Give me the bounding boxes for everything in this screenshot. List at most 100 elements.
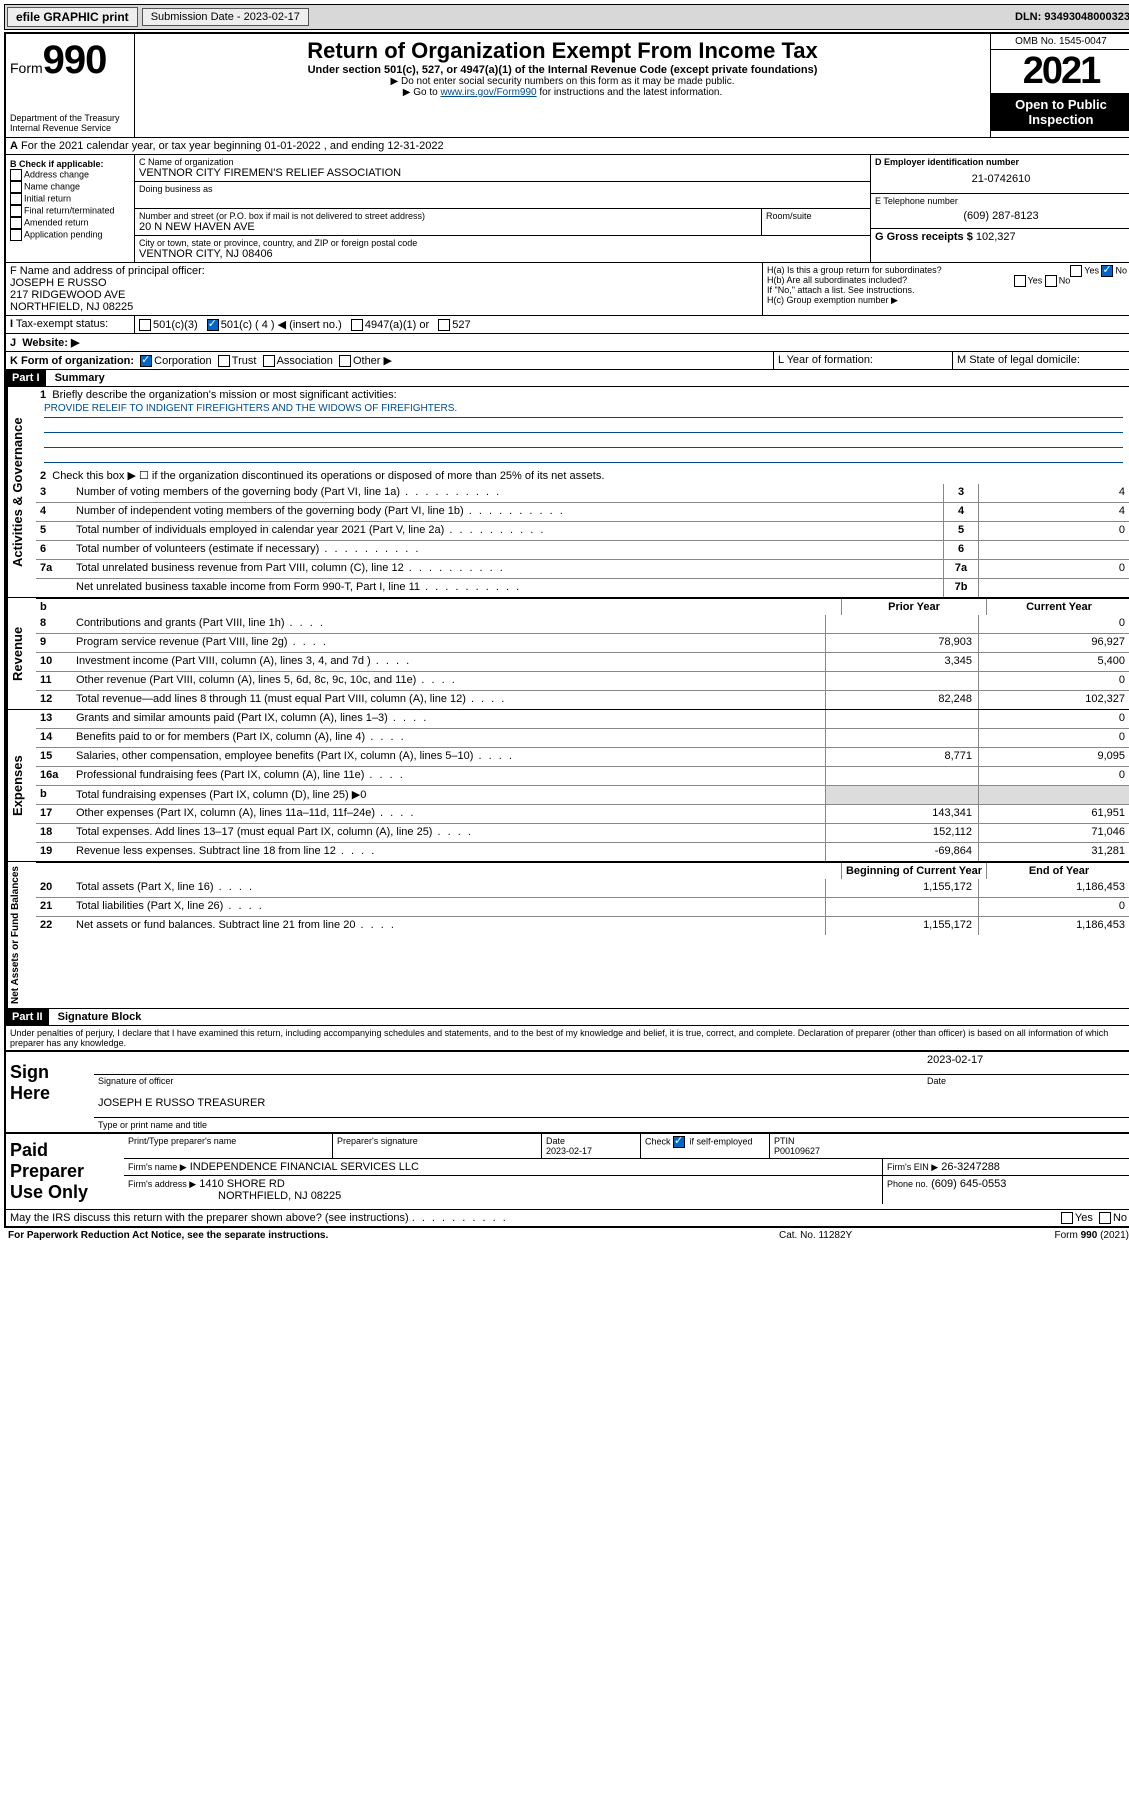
tax-year: 2021 xyxy=(991,50,1129,93)
sig-declaration: Under penalties of perjury, I declare th… xyxy=(6,1025,1129,1050)
gross-receipts-label: G Gross receipts $ xyxy=(875,231,973,243)
footer-form: Form 990 (2021) xyxy=(979,1230,1129,1241)
ein-label: D Employer identification number xyxy=(875,157,1127,167)
section-netassets: Net Assets or Fund Balances xyxy=(6,862,36,1008)
form-number: 990 xyxy=(43,38,107,82)
prep-h1: Print/Type preparer's name xyxy=(124,1134,333,1158)
sig-name: JOSEPH E RUSSO TREASURER xyxy=(98,1097,265,1115)
tax-status-label: Tax-exempt status: xyxy=(16,318,108,330)
summary-line: 20 Total assets (Part X, line 16) 1,155,… xyxy=(36,879,1129,897)
summary-line: 15 Salaries, other compensation, employe… xyxy=(36,747,1129,766)
sig-date: 2023-02-17 xyxy=(927,1054,1127,1072)
summary-line: 18 Total expenses. Add lines 13–17 (must… xyxy=(36,823,1129,842)
summary-line: b Total fundraising expenses (Part IX, c… xyxy=(36,785,1129,804)
street-addr: 20 N NEW HAVEN AVE xyxy=(139,221,757,233)
current-year-hdr: Current Year xyxy=(986,599,1129,615)
submission-date: Submission Date - 2023-02-17 xyxy=(142,8,309,26)
summary-line: 21 Total liabilities (Part X, line 26) 0 xyxy=(36,897,1129,916)
firm-phone: (609) 645-0553 xyxy=(931,1178,1006,1190)
paid-preparer-label: Paid Preparer Use Only xyxy=(6,1134,124,1209)
h-note: If "No," attach a list. See instructions… xyxy=(767,285,1127,295)
line2: 2 Check this box ▶ ☐ if the organization… xyxy=(36,467,1129,484)
summary-line: 17 Other expenses (Part IX, column (A), … xyxy=(36,804,1129,823)
summary-line: 22 Net assets or fund balances. Subtract… xyxy=(36,916,1129,935)
end-year-hdr: End of Year xyxy=(986,863,1129,879)
org-name: VENTNOR CITY FIREMEN'S RELIEF ASSOCIATIO… xyxy=(139,167,866,179)
form-title: Return of Organization Exempt From Incom… xyxy=(139,38,986,64)
gross-receipts-value: 102,327 xyxy=(976,231,1016,243)
firm-addr2: NORTHFIELD, NJ 08225 xyxy=(218,1190,341,1202)
mission-text: PROVIDE RELEIF TO INDIGENT FIREFIGHTERS … xyxy=(44,403,1123,418)
prep-h4: Check if self-employed xyxy=(641,1134,770,1158)
summary-line: 9 Program service revenue (Part VIII, li… xyxy=(36,633,1129,652)
city-label: City or town, state or province, country… xyxy=(139,238,866,248)
officer-addr2: NORTHFIELD, NJ 08225 xyxy=(10,301,758,313)
form-frame: Form990 Department of the Treasury Inter… xyxy=(4,32,1129,1228)
open-inspection: Open to Public Inspection xyxy=(991,93,1129,131)
officer-label: F Name and address of principal officer: xyxy=(10,265,758,277)
summary-line: 11 Other revenue (Part VIII, column (A),… xyxy=(36,671,1129,690)
prep-h3: Date2023-02-17 xyxy=(542,1134,641,1158)
summary-line: 6 Total number of volunteers (estimate i… xyxy=(36,540,1129,559)
phone-value: (609) 287-8123 xyxy=(875,206,1127,226)
sign-here-label: Sign Here xyxy=(6,1052,94,1132)
dept-label: Department of the Treasury xyxy=(10,113,130,123)
efile-button[interactable]: efile GRAPHIC print xyxy=(7,7,138,27)
irs-link[interactable]: www.irs.gov/Form990 xyxy=(440,87,536,98)
summary-line: 3 Number of voting members of the govern… xyxy=(36,484,1129,502)
section-revenue: Revenue xyxy=(6,598,36,709)
summary-line: 8 Contributions and grants (Part VIII, l… xyxy=(36,615,1129,633)
summary-line: 7a Total unrelated business revenue from… xyxy=(36,559,1129,578)
year-formation: L Year of formation: xyxy=(773,352,952,369)
period-line: A For the 2021 calendar year, or tax yea… xyxy=(6,137,1129,155)
firm-addr1: 1410 SHORE RD xyxy=(199,1178,285,1190)
begin-year-hdr: Beginning of Current Year xyxy=(841,863,986,879)
footer-cat: Cat. No. 11282Y xyxy=(779,1230,979,1241)
form-note2: ▶ Go to www.irs.gov/Form990 for instruct… xyxy=(139,87,986,98)
phone-label: E Telephone number xyxy=(875,196,1127,206)
summary-line: 5 Total number of individuals employed i… xyxy=(36,521,1129,540)
footer-pra: For Paperwork Reduction Act Notice, see … xyxy=(8,1230,779,1241)
summary-line: 10 Investment income (Part VIII, column … xyxy=(36,652,1129,671)
org-name-label: C Name of organization xyxy=(139,157,866,167)
website-line: J Website: ▶ xyxy=(6,334,1129,352)
form-prefix: Form xyxy=(10,60,43,76)
prep-h2: Preparer's signature xyxy=(333,1134,542,1158)
part2-title: Signature Block xyxy=(52,1009,148,1025)
summary-line: 4 Number of independent voting members o… xyxy=(36,502,1129,521)
city-addr: VENTNOR CITY, NJ 08406 xyxy=(139,248,866,260)
form-id-box: Form990 Department of the Treasury Inter… xyxy=(6,34,135,137)
h-c: H(c) Group exemption number ▶ xyxy=(767,295,1127,306)
part2-header: Part II xyxy=(6,1009,49,1025)
box-b: B Check if applicable: Address change Na… xyxy=(6,155,135,262)
sig-officer-label: Signature of officer xyxy=(94,1075,923,1087)
firm-ein: 26-3247288 xyxy=(941,1161,1000,1173)
discuss-label: May the IRS discuss this return with the… xyxy=(10,1212,409,1224)
prep-h5: PTINP00109627 xyxy=(770,1134,1129,1158)
addr-label: Number and street (or P.O. box if mail i… xyxy=(139,211,757,221)
part1-header: Part I xyxy=(6,370,46,386)
summary-line: 13 Grants and similar amounts paid (Part… xyxy=(36,710,1129,728)
state-domicile: M State of legal domicile: xyxy=(952,352,1129,369)
top-toolbar: efile GRAPHIC print Submission Date - 20… xyxy=(4,4,1129,30)
room-label: Room/suite xyxy=(766,211,866,221)
summary-line: 19 Revenue less expenses. Subtract line … xyxy=(36,842,1129,861)
omb-number: OMB No. 1545-0047 xyxy=(991,34,1129,50)
firm-name: INDEPENDENCE FINANCIAL SERVICES LLC xyxy=(190,1161,419,1173)
dln-label: DLN: 93493048000323 xyxy=(1015,11,1129,23)
irs-label: Internal Revenue Service xyxy=(10,123,130,133)
summary-line: 14 Benefits paid to or for members (Part… xyxy=(36,728,1129,747)
officer-name: JOSEPH E RUSSO xyxy=(10,277,758,289)
prior-year-hdr: Prior Year xyxy=(841,599,986,615)
form-note1: ▶ Do not enter social security numbers o… xyxy=(139,76,986,87)
sig-date-label: Date xyxy=(923,1075,1129,1087)
section-expenses: Expenses xyxy=(6,710,36,861)
mission-label: Briefly describe the organization's miss… xyxy=(52,389,396,401)
officer-addr1: 217 RIDGEWOOD AVE xyxy=(10,289,758,301)
form-subtitle: Under section 501(c), 527, or 4947(a)(1)… xyxy=(139,64,986,76)
summary-line: Net unrelated business taxable income fr… xyxy=(36,578,1129,597)
section-activities: Activities & Governance xyxy=(6,387,36,597)
summary-line: 12 Total revenue—add lines 8 through 11 … xyxy=(36,690,1129,709)
part1-title: Summary xyxy=(49,370,111,386)
summary-line: 16a Professional fundraising fees (Part … xyxy=(36,766,1129,785)
